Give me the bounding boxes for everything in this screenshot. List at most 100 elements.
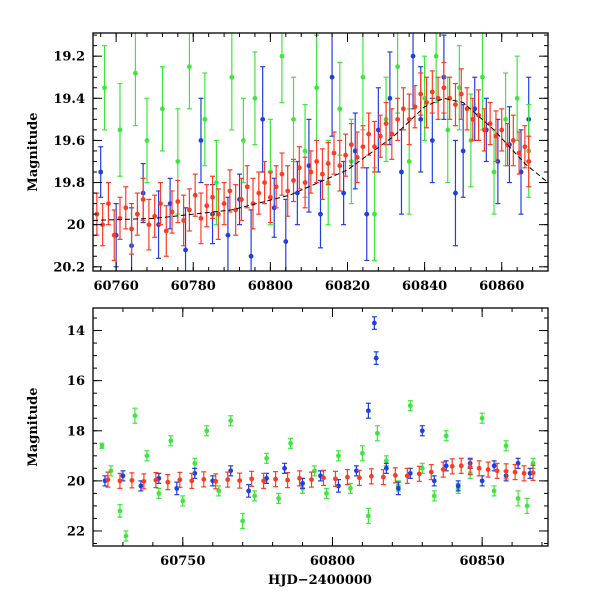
data-point	[470, 116, 476, 122]
data-point	[515, 496, 521, 501]
data-point	[336, 453, 341, 459]
data-point	[526, 159, 532, 164]
data-point	[175, 199, 181, 204]
data-point	[273, 184, 279, 190]
data-point	[213, 180, 219, 185]
data-point	[204, 428, 210, 434]
data-point	[453, 102, 458, 108]
data-point	[401, 106, 406, 112]
data-point	[375, 127, 381, 133]
top-ticks: 60760 60780 60800 60820 60840 60860 19.2 19.4 19…	[53, 33, 549, 294]
data-point	[368, 473, 374, 479]
data-point	[503, 468, 509, 474]
data-point	[302, 180, 308, 185]
data-point	[285, 477, 290, 483]
data-point	[198, 138, 204, 143]
data-point	[491, 169, 497, 175]
data-point	[383, 458, 389, 464]
data-point	[485, 467, 491, 472]
data-point	[365, 408, 371, 414]
data-point	[237, 478, 243, 484]
data-point	[456, 85, 462, 91]
data-point	[133, 70, 138, 76]
data-point	[431, 493, 437, 499]
data-point	[105, 477, 111, 483]
data-point	[228, 418, 234, 424]
x-tick-label: 60800	[310, 554, 355, 569]
data-point	[202, 116, 208, 122]
data-point	[404, 473, 410, 479]
data-point	[138, 483, 144, 489]
y-tick-label: 20	[67, 218, 85, 233]
data-point	[476, 465, 482, 471]
data-point	[297, 475, 302, 481]
data-point	[291, 178, 296, 183]
data-point	[314, 159, 320, 164]
data-point	[129, 477, 135, 483]
y-tick-label: 19.2	[53, 50, 85, 65]
data-point	[447, 95, 453, 101]
data-point	[407, 403, 413, 409]
data-point	[445, 127, 451, 133]
data-point	[460, 148, 466, 154]
data-point	[343, 152, 348, 158]
data-point	[318, 211, 323, 217]
data-point	[514, 95, 520, 101]
data-point	[250, 201, 256, 207]
data-point	[198, 215, 204, 221]
data-point	[99, 443, 105, 449]
data-point	[144, 453, 150, 459]
data-point	[510, 138, 516, 143]
data-point	[337, 163, 343, 169]
data-point	[98, 169, 104, 175]
data-point	[395, 64, 401, 70]
x-tick-label: 60820	[325, 279, 370, 294]
data-point	[494, 468, 500, 474]
data-point	[221, 201, 227, 207]
data-point	[117, 508, 123, 514]
bottom-plot-frame	[92, 307, 549, 547]
data-point	[186, 207, 192, 213]
data-point	[449, 463, 455, 469]
data-point	[302, 148, 308, 154]
series-blue	[98, 33, 532, 271]
data-point	[389, 131, 395, 137]
data-point	[360, 144, 366, 150]
data-point	[132, 413, 138, 419]
data-point	[352, 148, 358, 154]
y-tick-label: 19.4	[53, 92, 85, 107]
data-point	[158, 201, 163, 207]
x-tick-label: 60850	[460, 554, 505, 569]
data-point	[117, 478, 123, 484]
data-point	[524, 503, 530, 509]
data-point	[366, 131, 372, 137]
data-point	[472, 106, 478, 112]
data-point	[348, 142, 354, 148]
bottom-ticks: 60750 60800 60850 14 16 18 20 22	[67, 308, 548, 569]
data-point	[288, 440, 293, 446]
data-point	[134, 211, 140, 217]
data-point	[392, 472, 398, 478]
series-red	[105, 457, 536, 491]
data-point	[244, 184, 250, 190]
data-point	[453, 190, 458, 196]
y-tick-label: 18	[67, 424, 85, 439]
data-point	[252, 95, 258, 101]
series-red	[94, 61, 532, 262]
data-point	[239, 196, 244, 202]
data-point	[364, 211, 370, 217]
data-point	[320, 171, 325, 177]
data-point	[435, 95, 441, 101]
data-point	[373, 355, 379, 361]
data-point	[283, 239, 289, 244]
data-point	[418, 91, 424, 97]
data-point	[282, 465, 287, 471]
data-point	[186, 64, 192, 70]
data-point	[503, 116, 508, 122]
data-point	[479, 415, 485, 421]
x-tick-label: 60760	[94, 279, 139, 294]
data-point	[276, 496, 281, 501]
data-point	[428, 469, 434, 475]
data-point	[360, 74, 366, 80]
data-point	[309, 477, 314, 483]
